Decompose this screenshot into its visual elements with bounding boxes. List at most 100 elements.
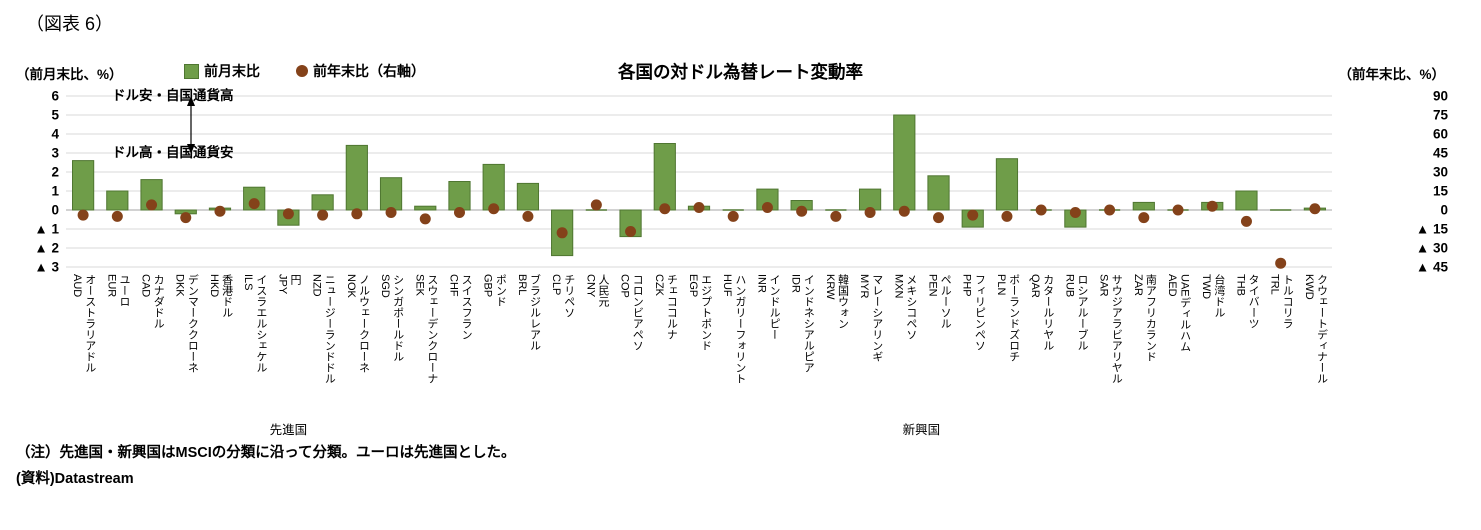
currency-code: SAR — [1097, 274, 1110, 297]
bar — [482, 163, 505, 211]
right-tick-label: 0 — [1440, 203, 1448, 218]
currency-name: ノルウェークローネ — [357, 274, 370, 373]
currency-code: TWD — [1200, 274, 1213, 300]
currency-code: THB — [1234, 274, 1247, 296]
x-axis-label: ZAR 南アフリカランド — [1127, 274, 1161, 362]
currency-code: NZD — [310, 274, 323, 297]
currency-code: CNY — [584, 274, 597, 298]
left-tick-label: ▲ 2 — [34, 241, 59, 256]
dot-legend-swatch-icon — [296, 65, 308, 77]
x-axis-label: MXN メキシコペソ — [887, 274, 921, 340]
left-tick-label: ▲ 3 — [34, 260, 59, 275]
arrow-up-icon — [187, 96, 195, 106]
x-axis-label: CLP チリペソ — [545, 274, 579, 318]
currency-code: GBP — [481, 274, 494, 298]
left-tick-label: 5 — [51, 108, 59, 123]
arrow-down-icon — [187, 144, 195, 154]
right-tick-label: 45 — [1433, 146, 1449, 161]
left-tick-label: 2 — [51, 165, 59, 180]
x-axis-label: IDR インドネシアルピア — [785, 274, 819, 373]
currency-name: マレーシアリンギ — [870, 274, 883, 362]
chart-title: 各国の対ドル為替レート変動率 — [618, 62, 863, 82]
x-axis-label: NOK ノルウェークローネ — [340, 274, 374, 373]
currency-code: PLN — [994, 274, 1007, 296]
currency-code: SGD — [379, 274, 392, 298]
dot — [214, 205, 226, 217]
currency-code: KRW — [823, 274, 836, 300]
currency-name: ポンド — [494, 274, 507, 307]
currency-code: ILS — [242, 274, 255, 291]
dot — [727, 210, 739, 222]
dot-legend-label: 前年末比（右軸） — [313, 63, 425, 79]
x-axis-label: CZK チェココルナ — [648, 274, 682, 340]
x-axis-label: PEN ペルーソル — [921, 274, 955, 329]
x-axis-label: INR インドルピー — [750, 274, 784, 340]
dot — [898, 205, 910, 217]
bar — [516, 182, 540, 211]
currency-code: MXN — [892, 274, 905, 299]
currency-name: トルコリラ — [1281, 274, 1294, 329]
dot — [1138, 212, 1150, 224]
x-axis-label: CHF スイスフラン — [442, 274, 476, 340]
x-axis-label: SAR サウジアラビアリヤル — [1092, 274, 1126, 384]
x-axis-label: TRL トルコリラ — [1264, 274, 1298, 329]
bar — [1235, 190, 1258, 211]
currency-name: カタールリヤル — [1041, 274, 1054, 351]
currency-code: MYR — [858, 274, 871, 299]
currency-code: AUD — [71, 274, 84, 298]
x-axis-label: CNY 人民元 — [579, 274, 613, 307]
x-axis-label: AUD オーストラリアドル — [66, 274, 100, 373]
currency-name: インドネシアルピア — [802, 274, 815, 373]
currency-code: PEN — [926, 274, 939, 297]
right-tick-label: ▲ 45 — [1416, 260, 1449, 275]
left-tick-label: ▲ 1 — [34, 222, 59, 237]
dot — [1104, 204, 1116, 216]
currency-code: TRL — [1268, 274, 1281, 295]
dot — [282, 208, 294, 220]
source-text: (資料)Datastream — [16, 471, 134, 487]
dot — [1172, 204, 1184, 216]
dot — [522, 210, 534, 222]
currency-name: チリペソ — [562, 274, 575, 318]
currency-code: QAR — [1029, 274, 1042, 298]
currency-name: 韓国ウォン — [836, 274, 849, 329]
left-tick-label: 1 — [51, 184, 59, 199]
left-tick-label: 4 — [51, 127, 59, 142]
bar-legend-label: 前月末比 — [204, 63, 260, 79]
x-axis-label: QAR カタールリヤル — [1024, 274, 1058, 351]
currency-name: イスラエルシェケル — [254, 274, 267, 373]
dot — [1069, 207, 1081, 219]
dot — [1206, 200, 1218, 212]
currency-code: KWD — [1302, 274, 1315, 300]
currency-code: HUF — [721, 274, 734, 297]
dot — [1275, 257, 1287, 269]
currency-name: チェココルナ — [665, 274, 678, 340]
currency-name: タイバーツ — [1247, 274, 1260, 329]
currency-name: ペルーソル — [939, 274, 952, 329]
currency-code: AED — [1166, 274, 1178, 297]
left-tick-label: 6 — [51, 89, 59, 104]
x-axis-label: HKD 香港ドル — [203, 274, 237, 318]
currency-code: CHF — [447, 274, 460, 297]
right-tick-label: ▲ 30 — [1416, 241, 1448, 256]
currency-name: 円 — [289, 274, 302, 285]
currency-name: メキシコペソ — [904, 274, 917, 340]
bar — [653, 143, 676, 211]
x-axis-label: BRL ブラジルレアル — [511, 274, 545, 351]
x-axis-label: JPY 円 — [271, 274, 305, 294]
bar — [106, 190, 129, 211]
dot — [453, 207, 465, 219]
currency-code: EUR — [105, 274, 118, 298]
dot — [625, 226, 637, 238]
right-tick-label: 15 — [1433, 184, 1449, 199]
dot — [556, 227, 568, 239]
currency-code: IDR — [789, 274, 802, 293]
dot — [385, 207, 397, 219]
dot — [488, 203, 500, 215]
currency-name: ロシアルーブル — [1076, 274, 1088, 351]
currency-code: DKK — [173, 274, 186, 297]
currency-name: UAEディルハム — [1178, 274, 1191, 352]
x-axis-label: SGD シンガポールドル — [374, 274, 408, 362]
